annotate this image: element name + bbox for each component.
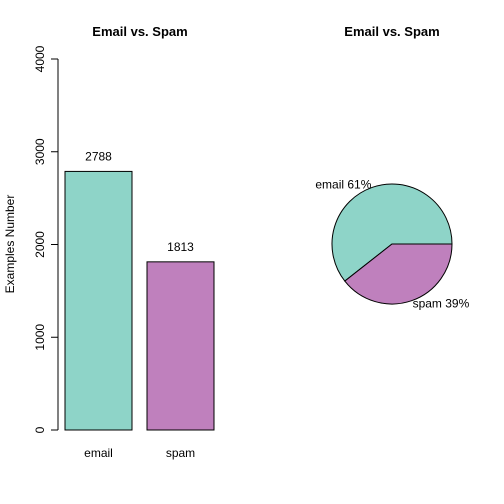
- x-category-label: email: [84, 446, 113, 460]
- bar-chart-title: Email vs. Spam: [92, 24, 187, 39]
- bar-email: [64, 170, 133, 431]
- y-tick-label: 2000: [33, 231, 47, 258]
- x-category-label: spam: [166, 446, 195, 460]
- y-axis: 0 1000 2000 3000 4000: [33, 45, 59, 433]
- y-tick-label: 1000: [33, 324, 47, 351]
- bar-data-label: 2788: [85, 149, 112, 163]
- pie-chart: Email vs. Spam email 61% spam 39%: [315, 24, 469, 311]
- y-tick-label: 3000: [33, 138, 47, 165]
- pie-slice-1: [344, 243, 453, 305]
- pie-chart-title: Email vs. Spam: [344, 24, 439, 39]
- y-axis-label: Examples Number: [3, 195, 17, 294]
- y-tick-label: 0: [33, 426, 47, 433]
- pie-slice-label: spam 39%: [413, 297, 470, 311]
- bar-spam: [146, 261, 215, 431]
- pie-slice-label: email 61%: [315, 177, 371, 191]
- pie-marks: email 61% spam 39%: [315, 177, 469, 310]
- bar-chart: Email vs. Spam Examples Number 0 1000 2000…: [3, 24, 215, 460]
- bar-marks: 2788 email 1813 spam: [64, 149, 215, 460]
- y-tick-label: 4000: [33, 45, 47, 72]
- pie-slice-0: [331, 183, 453, 282]
- bar-data-label: 1813: [167, 240, 194, 254]
